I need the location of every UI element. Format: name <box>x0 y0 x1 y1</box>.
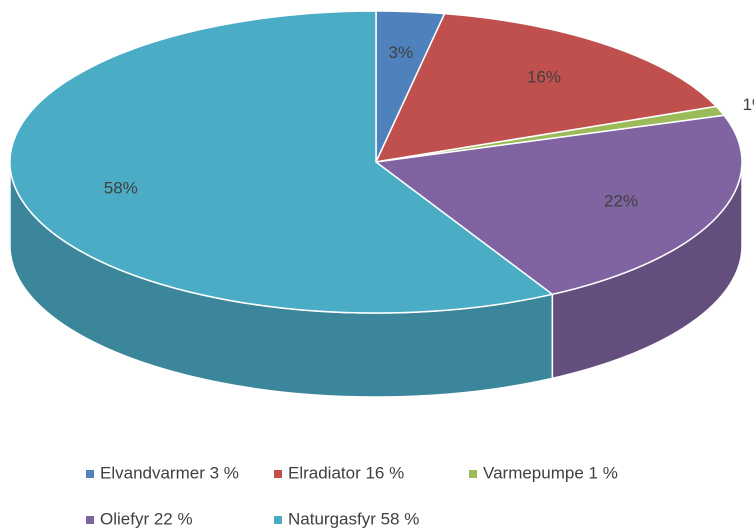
legend-label: Elvandvarmer 3 % <box>100 463 239 482</box>
data-label: 58% <box>104 179 138 198</box>
legend-label: Oliefyr 22 % <box>100 509 193 528</box>
data-label: 1% <box>743 95 754 114</box>
legend-label: Varmepumpe 1 % <box>483 463 618 482</box>
data-label: 3% <box>389 43 414 62</box>
legend-label: Elradiator 16 % <box>288 463 404 482</box>
pie-slice <box>374 12 718 163</box>
legend-marker <box>469 470 477 478</box>
legend-marker <box>274 516 282 524</box>
data-label: 16% <box>527 68 561 87</box>
legend-marker <box>274 470 282 478</box>
legend-marker <box>86 516 94 524</box>
pie-slice <box>9 10 555 314</box>
legend-label: Naturgasfyr 58 % <box>288 509 419 528</box>
pie-slice <box>374 114 743 296</box>
data-label: 22% <box>604 192 638 211</box>
legend-marker <box>86 470 94 478</box>
